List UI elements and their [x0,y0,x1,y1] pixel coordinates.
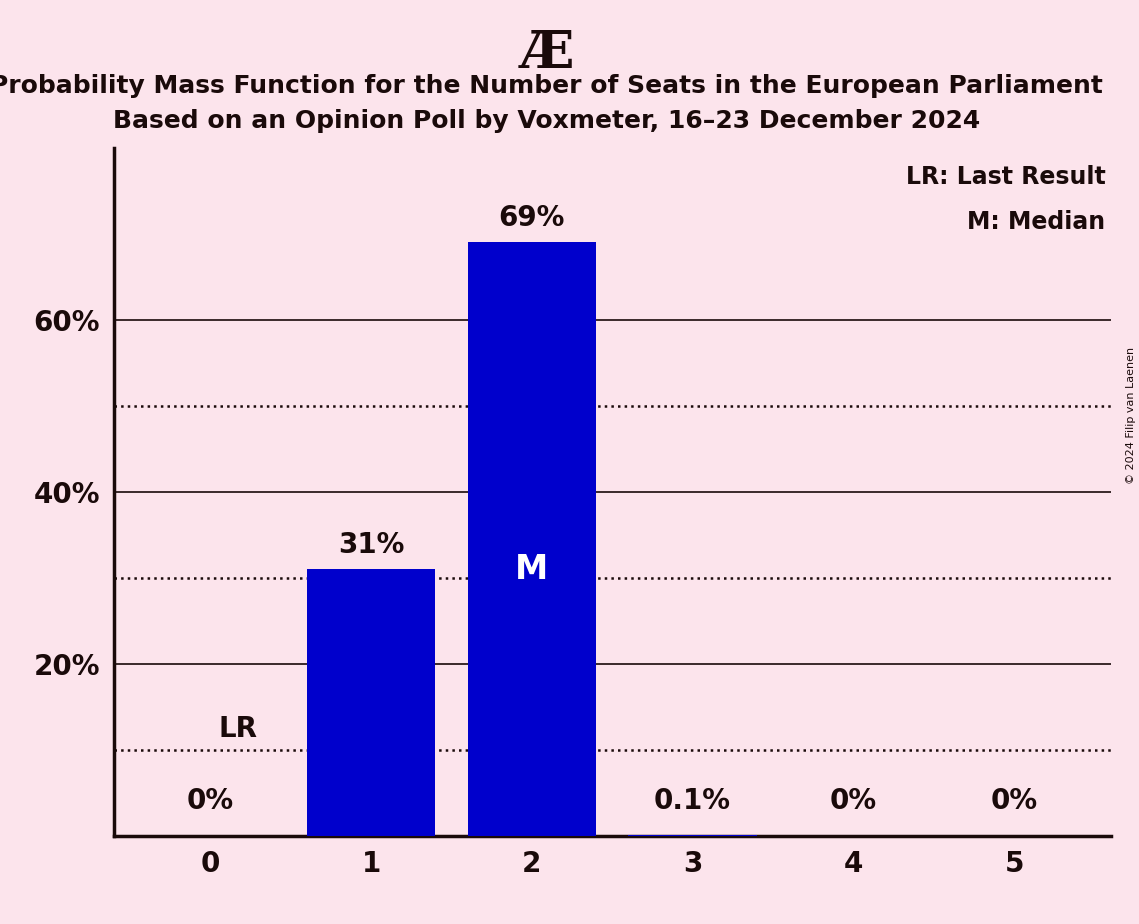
Bar [306,569,435,836]
Text: 0%: 0% [187,786,233,815]
Text: 0%: 0% [991,786,1038,815]
Text: 0%: 0% [830,786,877,815]
Text: 0.1%: 0.1% [654,786,731,815]
Text: © 2024 Filip van Laenen: © 2024 Filip van Laenen [1126,347,1136,484]
Text: Æ: Æ [519,28,574,79]
Text: Probability Mass Function for the Number of Seats in the European Parliament: Probability Mass Function for the Number… [0,74,1104,98]
Bar [467,242,596,836]
Text: 31%: 31% [338,531,404,559]
Text: Based on an Opinion Poll by Voxmeter, 16–23 December 2024: Based on an Opinion Poll by Voxmeter, 16… [113,109,981,133]
Text: M: Median: M: Median [967,210,1106,234]
Text: LR: LR [219,715,257,743]
Text: 69%: 69% [499,204,565,232]
Text: M: M [515,553,549,586]
Text: LR: Last Result: LR: Last Result [906,165,1106,189]
